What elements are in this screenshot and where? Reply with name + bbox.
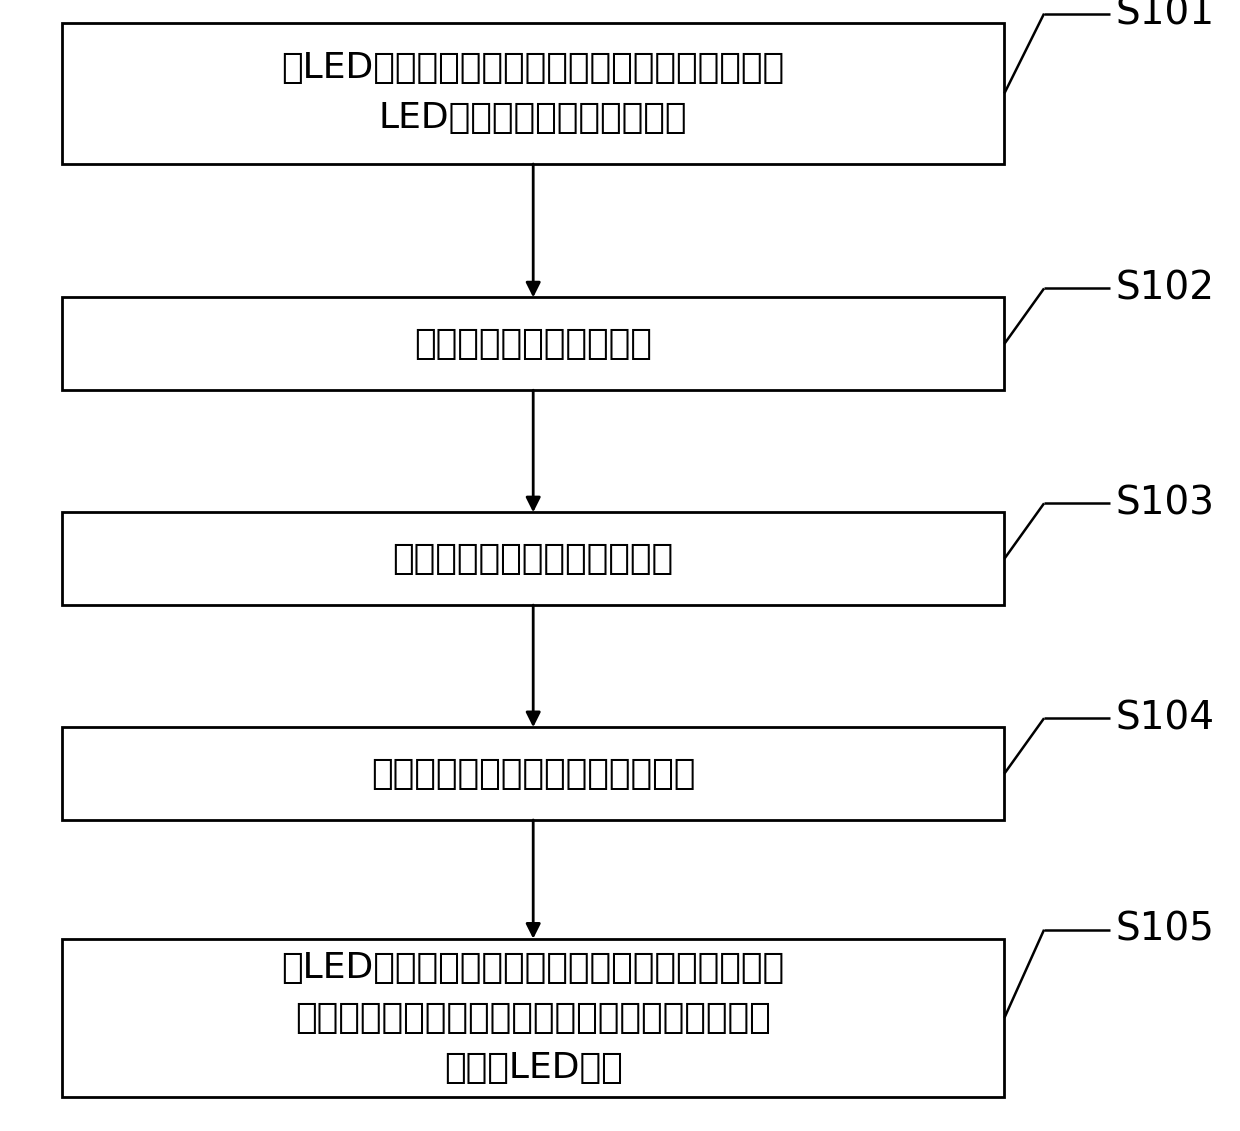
Bar (62, 297, 1004, 390)
Text: 向容纳池中灌满填充胶水: 向容纳池中灌满填充胶水 (414, 327, 652, 361)
Text: S104: S104 (1116, 699, 1215, 737)
Text: 将表面成型膜覆盖容纳池开口: 将表面成型膜覆盖容纳池开口 (393, 542, 673, 576)
Text: 再将定形平板盖压至盖容纳池开口: 再将定形平板盖压至盖容纳池开口 (371, 757, 696, 791)
Text: 将LED模组置于在预设环境下预设时长时，去除所
述定形平板、表面成型膜和围坝膜片，获得显示面
灌胶的LED模组: 将LED模组置于在预设环境下预设时长时，去除所 述定形平板、表面成型膜和围坝膜片… (281, 951, 785, 1085)
Text: S103: S103 (1116, 484, 1215, 523)
Text: 在LED模组的四周设置围坝膜片，所述围坝膜片和
LED模组的显示面形成容纳池: 在LED模组的四周设置围坝膜片，所述围坝膜片和 LED模组的显示面形成容纳池 (281, 51, 785, 136)
Bar (62, 727, 1004, 820)
Text: S105: S105 (1116, 910, 1215, 949)
Bar (62, 512, 1004, 605)
Bar (62, 23, 1004, 164)
Text: S101: S101 (1116, 0, 1215, 33)
Text: S102: S102 (1116, 269, 1215, 308)
Bar (62, 939, 1004, 1097)
